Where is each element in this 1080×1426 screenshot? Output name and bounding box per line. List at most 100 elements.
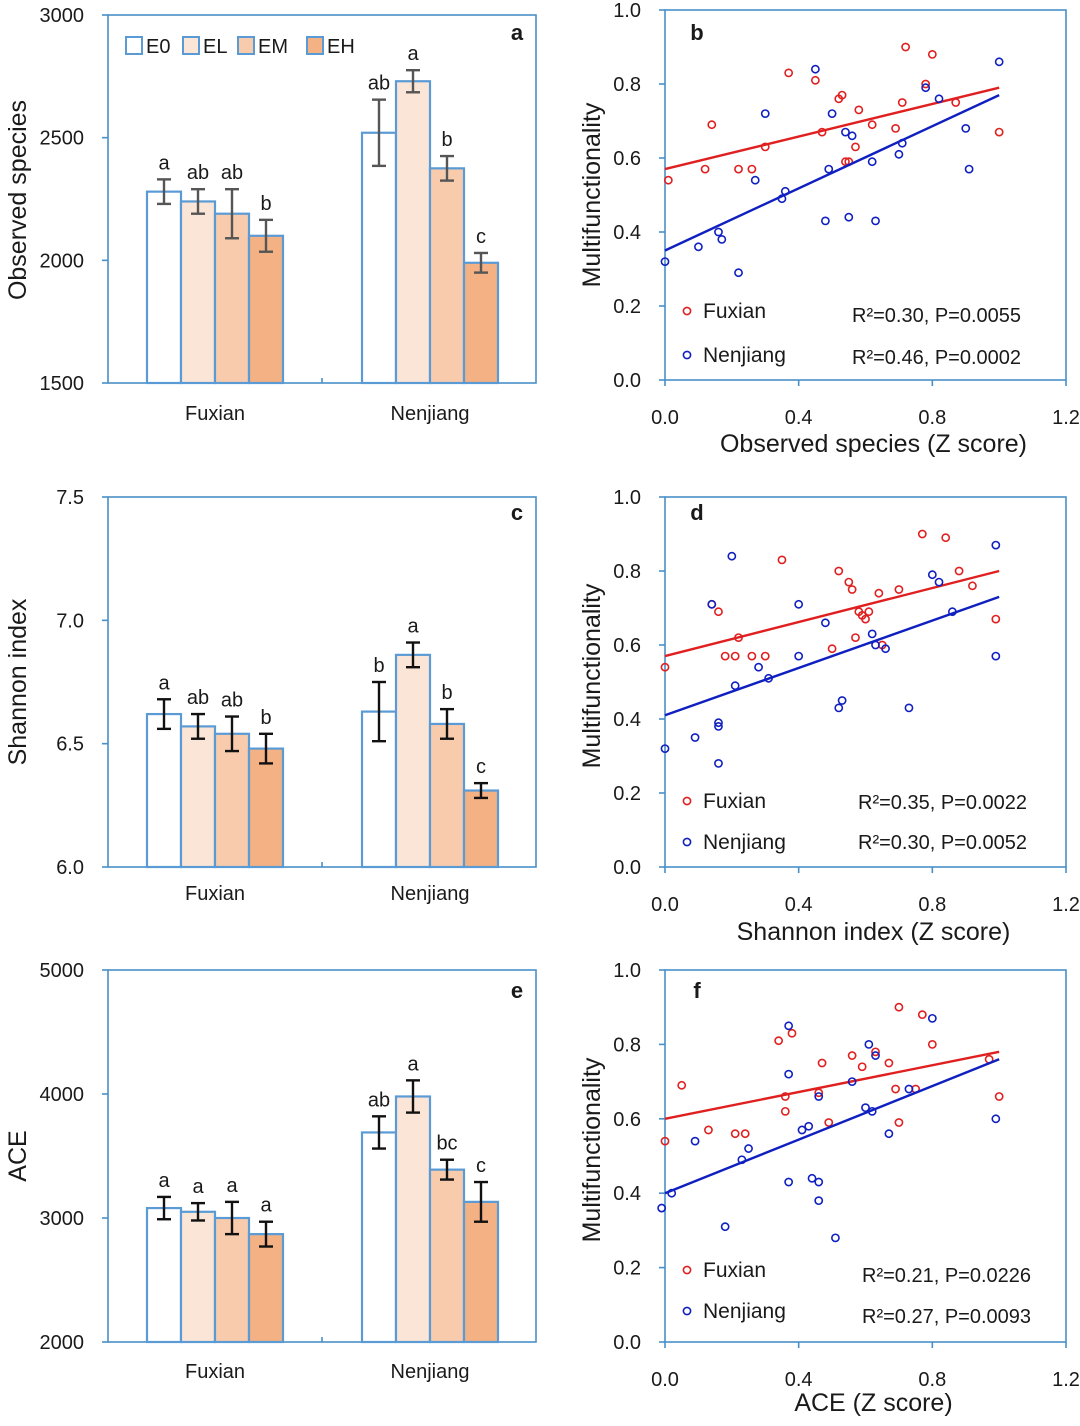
- data-point-nenjiang: [720, 1222, 730, 1232]
- group-label-fuxian: Fuxian: [185, 883, 245, 905]
- group-label-nenjiang: Nenjiang: [391, 403, 470, 425]
- data-point-nenjiang: [841, 127, 850, 137]
- x-axis-label: ACE (Z score): [794, 1389, 952, 1417]
- data-point-nenjiang: [827, 109, 837, 118]
- data-point-fuxian: [844, 577, 854, 587]
- scatter-panel-b: 0.0 0.2 0.4 0.6 0.8 1.0 0.0 0.4 0.8 1.2 Multifunct…: [578, 0, 1080, 458]
- significance-letter: c: [476, 226, 486, 248]
- data-point-nenjiang: [871, 216, 880, 226]
- y-tick-label: 6.0: [56, 857, 84, 879]
- data-point-fuxian: [847, 1051, 857, 1060]
- data-point-nenjiang: [884, 1129, 894, 1139]
- significance-letter: ab: [368, 1089, 390, 1111]
- data-point-fuxian: [917, 1010, 927, 1020]
- bar-el-fuxian: [179, 200, 217, 385]
- x-tick-label: 0.8: [918, 1369, 946, 1391]
- bar-em-fuxian: [213, 732, 251, 869]
- data-point-fuxian: [927, 50, 937, 59]
- data-point-nenjiang: [744, 1144, 753, 1153]
- data-point-nenjiang: [837, 696, 847, 705]
- panel-label: e: [511, 978, 523, 1003]
- panel-label: d: [690, 500, 703, 525]
- y-axis-label: Shannon index: [4, 598, 32, 765]
- y-tick-label: 0.6: [613, 1109, 641, 1131]
- legend-label-nenjiang: Nenjiang: [703, 831, 786, 854]
- data-point-nenjiang: [934, 577, 944, 587]
- y-tick-label: 0.8: [613, 1034, 641, 1056]
- bar-em-fuxian: [213, 212, 251, 385]
- group-label-nenjiang: Nenjiang: [391, 1361, 470, 1383]
- data-point-fuxian: [994, 1092, 1004, 1101]
- bar-e0-nenjiang: [360, 1131, 398, 1344]
- significance-letter: a: [158, 1170, 170, 1192]
- x-tick-label: 0.8: [918, 894, 946, 916]
- data-point-nenjiang: [847, 131, 857, 141]
- plot-frame: [664, 496, 1067, 868]
- fit-line-fuxian: [664, 569, 1000, 658]
- x-tick-label: 0.4: [785, 407, 813, 429]
- significance-letter: a: [158, 672, 170, 694]
- data-point-fuxian: [774, 1036, 784, 1046]
- data-point-nenjiang: [961, 123, 971, 133]
- data-point-fuxian: [891, 123, 900, 133]
- data-point-fuxian: [847, 585, 857, 594]
- bar-e0-fuxian: [145, 190, 183, 385]
- data-point-nenjiang: [784, 1069, 794, 1079]
- data-point-fuxian: [730, 651, 740, 661]
- bar-e0-nenjiang: [360, 131, 398, 385]
- data-point-nenjiang: [714, 718, 723, 728]
- data-point-nenjiang: [947, 607, 957, 617]
- data-point-nenjiang: [831, 1233, 840, 1243]
- data-point-fuxian: [917, 529, 927, 539]
- data-point-nenjiang: [814, 1177, 824, 1187]
- y-tick-label: 0.4: [613, 709, 641, 731]
- data-point-nenjiang: [764, 673, 773, 683]
- fit-line-fuxian: [664, 86, 1000, 171]
- bar-el-fuxian: [179, 1210, 217, 1344]
- fit-line-nenjiang: [664, 94, 1000, 252]
- x-tick-label: 0.0: [651, 1369, 679, 1391]
- plot-frame: [664, 969, 1067, 1343]
- data-point-fuxian: [777, 555, 787, 565]
- data-point-fuxian: [780, 1106, 790, 1116]
- data-point-nenjiang: [991, 1114, 1001, 1124]
- significance-letter: ab: [221, 690, 243, 712]
- group-label-nenjiang: Nenjiang: [391, 883, 470, 905]
- legend-marker-fuxian: [682, 306, 692, 316]
- data-point-fuxian: [994, 127, 1004, 137]
- data-point-fuxian: [871, 1047, 880, 1057]
- y-axis-label: Observed species: [4, 100, 32, 300]
- data-point-nenjiang: [810, 64, 820, 74]
- y-tick-label: 2000: [40, 1332, 85, 1354]
- stat-label-nenjiang: R²=0.27, P=0.0093: [862, 1306, 1031, 1328]
- y-tick-label: 5000: [40, 960, 85, 982]
- data-point-fuxian: [814, 1088, 824, 1098]
- data-point-nenjiang: [727, 551, 737, 561]
- significance-letter: bc: [436, 1133, 457, 1155]
- plot-frame: [664, 9, 1067, 381]
- y-tick-label: 0.6: [613, 635, 641, 657]
- data-point-nenjiang: [714, 759, 723, 768]
- y-tick-label: 6.5: [56, 734, 84, 756]
- bar-eh-fuxian: [247, 234, 285, 385]
- data-point-fuxian: [760, 142, 770, 152]
- y-tick-label: 0.2: [613, 1258, 641, 1280]
- data-point-fuxian: [734, 164, 743, 174]
- data-point-nenjiang: [871, 1051, 880, 1060]
- data-point-fuxian: [817, 127, 827, 137]
- fit-line-nenjiang: [664, 595, 1000, 717]
- data-point-nenjiang: [714, 227, 723, 237]
- data-point-nenjiang: [864, 1040, 874, 1049]
- bar-em-nenjiang: [428, 722, 466, 869]
- data-point-nenjiang: [921, 83, 931, 93]
- data-point-fuxian: [780, 1092, 790, 1101]
- bar-em-fuxian: [213, 1216, 251, 1344]
- data-point-nenjiang: [714, 722, 723, 731]
- significance-letter: b: [441, 129, 452, 151]
- data-point-nenjiang: [834, 703, 844, 713]
- significance-letter: ab: [187, 687, 209, 709]
- data-point-fuxian: [714, 607, 723, 617]
- data-point-nenjiang: [730, 681, 740, 691]
- data-point-nenjiang: [991, 540, 1001, 550]
- data-point-fuxian: [827, 644, 837, 654]
